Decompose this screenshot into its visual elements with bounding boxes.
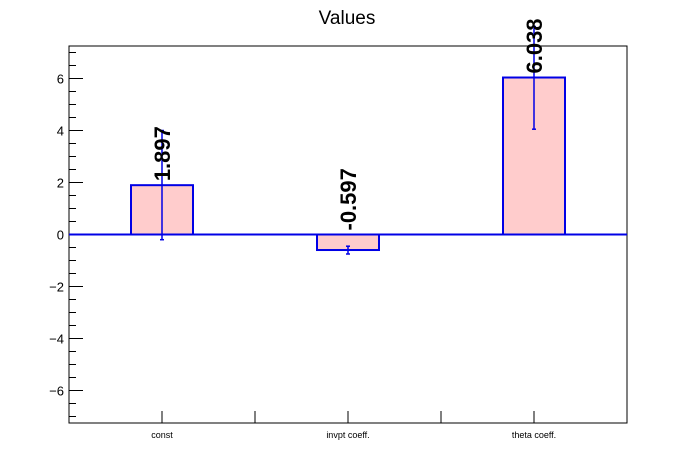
y-tick-label: 4 (57, 124, 64, 139)
x-category-label: theta coeff. (512, 430, 556, 440)
x-category-label: invpt coeff. (326, 430, 369, 440)
y-tick-label: 6 (57, 72, 64, 87)
x-category-label: const (151, 430, 173, 440)
chart-title: Values (319, 8, 376, 29)
plot-area: −6 −4 −2 0 2 4 6 1.897 const -0.597 invpt coeff. 6.… (49, 18, 628, 440)
y-tick-label: 0 (57, 228, 64, 243)
y-tick-label: 2 (57, 176, 64, 191)
data-label: -0.597 (336, 168, 361, 230)
y-tick-label: −2 (49, 280, 64, 295)
y-tick-label: −4 (49, 332, 64, 347)
data-label: 1.897 (150, 126, 175, 181)
data-label: 6.038 (522, 18, 547, 73)
y-tick-label: −6 (49, 384, 64, 399)
